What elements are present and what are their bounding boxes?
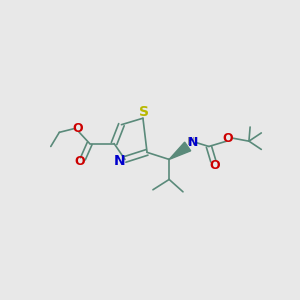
Text: O: O	[72, 122, 83, 135]
Text: N: N	[188, 136, 199, 149]
Polygon shape	[169, 142, 191, 159]
Text: O: O	[75, 155, 85, 168]
Text: O: O	[222, 132, 233, 145]
Text: H: H	[186, 137, 195, 147]
Text: N: N	[113, 154, 125, 168]
Text: S: S	[139, 105, 149, 119]
Text: O: O	[209, 159, 220, 172]
